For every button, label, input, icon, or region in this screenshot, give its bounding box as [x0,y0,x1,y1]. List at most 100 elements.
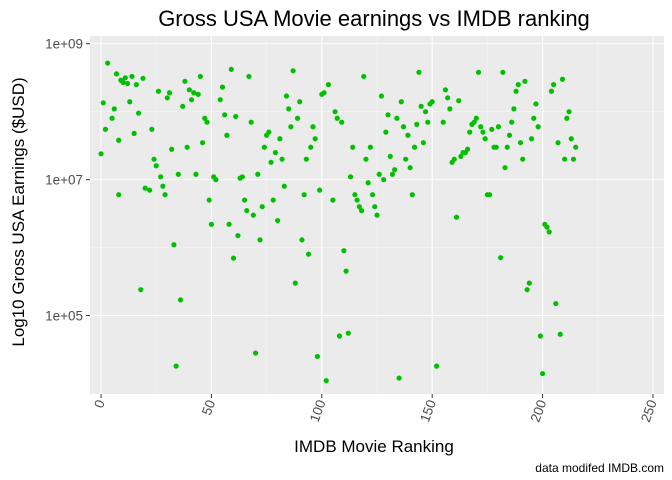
data-point [559,76,566,82]
data-point [475,69,482,75]
data-point [111,106,117,112]
data-point [281,183,287,189]
data-point [535,124,541,130]
data-point [206,197,212,203]
data-point [213,177,219,183]
data-point [520,156,526,162]
y-tick-label: 1e+05 [45,309,83,324]
data-point [255,171,261,177]
data-point [241,197,248,203]
data-point [177,297,184,303]
data-point [109,115,115,121]
data-point [131,130,137,136]
data-point [564,115,570,121]
data-point [261,144,268,150]
data-point [180,103,186,109]
data-point [350,144,356,150]
data-point [294,115,301,121]
data-point [420,140,426,146]
data-point [270,197,276,203]
data-point [396,375,402,381]
data-point [301,192,307,198]
data-point [374,212,380,218]
data-point [140,75,146,81]
data-point [500,69,506,75]
data-point [303,156,309,162]
data-point [546,229,552,235]
data-point [363,156,369,162]
data-point [169,146,175,152]
data-point [129,73,135,80]
data-point [392,167,398,173]
data-point [517,140,524,146]
data-point [226,221,232,227]
data-point [135,110,142,116]
data-point [486,192,493,198]
data-point [133,82,139,88]
data-point [557,331,563,337]
data-point [524,287,530,293]
data-point [365,180,371,186]
data-point [312,136,318,142]
data-point [105,60,111,66]
chart-caption: data modifed IMDB.com [535,461,664,475]
data-point [98,151,104,157]
data-point [383,129,389,135]
data-point [568,136,574,142]
data-point [230,255,237,261]
data-point [573,144,579,150]
data-point [127,99,133,105]
data-point [467,129,473,135]
data-point [193,171,199,177]
data-point [186,87,192,93]
grid-lines [90,36,664,394]
data-point [195,91,201,97]
data-point [464,146,471,152]
data-point [502,165,508,171]
data-point [445,95,451,101]
data-point [526,280,532,286]
data-point [259,204,265,210]
data-point [219,84,226,90]
data-point [456,98,462,104]
data-point [343,268,349,274]
data-point [555,140,561,146]
data-point [405,132,411,138]
data-point [425,119,431,125]
data-point [411,144,418,150]
data-point [528,136,535,142]
data-point [504,144,510,150]
y-axis-title: Log10 Gross USA Earnings ($USD) [9,77,28,346]
data-point [217,97,223,103]
data-point [162,192,168,198]
data-point [224,132,230,138]
data-point [164,95,170,101]
data-point [400,124,407,130]
data-point [208,221,215,227]
data-point [506,132,513,138]
data-point [155,88,162,94]
data-point [292,280,298,286]
data-point [336,333,343,339]
data-point [323,378,329,384]
data-point [314,353,320,360]
data-point [268,159,274,165]
x-axis-title: IMDB Movie Ranking [294,437,454,456]
data-point [166,90,173,96]
x-tick-label: 50 [199,398,218,417]
data-point [566,109,572,115]
data-point [332,109,338,115]
data-point [482,136,488,142]
data-point [310,124,316,130]
data-point [434,363,440,369]
data-point [305,251,312,257]
data-point [182,78,188,84]
data-point [372,204,378,210]
data-point [325,82,332,88]
data-point [358,208,365,214]
data-point [113,71,120,77]
data-point [422,109,429,115]
data-point [199,140,206,146]
data-point [147,187,153,193]
